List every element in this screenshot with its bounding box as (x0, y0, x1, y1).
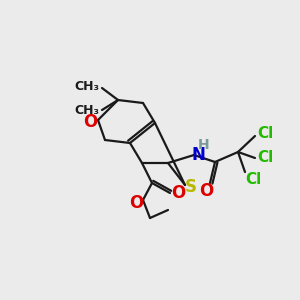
Text: Cl: Cl (257, 151, 273, 166)
Text: Cl: Cl (257, 127, 273, 142)
Text: N: N (191, 146, 205, 164)
Text: O: O (83, 113, 97, 131)
Text: CH₃: CH₃ (74, 104, 99, 118)
Text: H: H (198, 138, 210, 152)
Text: O: O (199, 182, 213, 200)
Text: O: O (129, 194, 143, 212)
Text: CH₃: CH₃ (74, 80, 99, 94)
Text: O: O (171, 184, 185, 202)
Text: Cl: Cl (245, 172, 261, 188)
Text: S: S (185, 178, 197, 196)
